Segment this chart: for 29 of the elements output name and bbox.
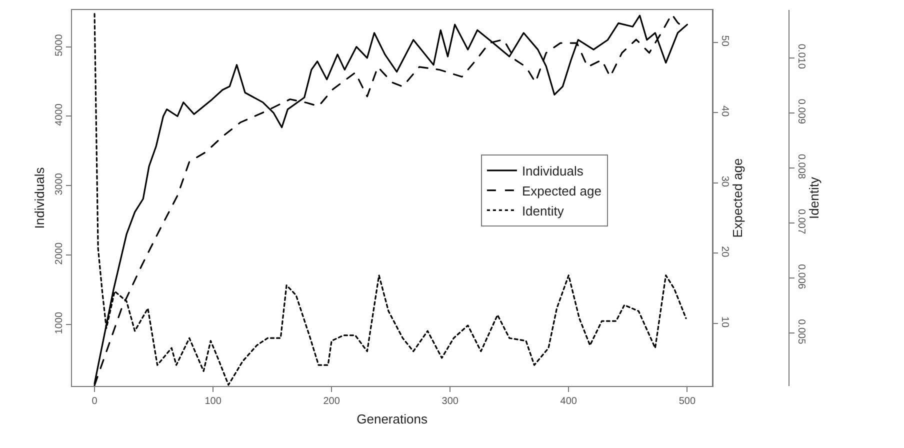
x-tick-label: 200	[323, 396, 340, 408]
x-axis-title: Generations	[356, 412, 428, 427]
y-tick-label: 5000	[54, 34, 65, 56]
y3-axis-title: Identity	[806, 176, 822, 219]
y3-tick-label: 0.010	[795, 44, 806, 70]
legend-label: Individuals	[522, 164, 584, 178]
legend-label: Expected age	[522, 183, 602, 198]
x-tick-label: 100	[204, 396, 222, 408]
y2-tick-label: 50	[719, 35, 730, 47]
y2-tick-label: 10	[719, 316, 730, 328]
y3-tick-label: 0.008	[795, 154, 806, 180]
x-tick-label: 500	[678, 396, 696, 408]
y2-tick-label: 30	[719, 176, 730, 188]
x-tick-label: 0	[92, 396, 98, 408]
y-tick-label: 3000	[54, 172, 65, 196]
y3-tick-label: 0.007	[795, 209, 806, 234]
y-tick-label: 4000	[54, 103, 65, 126]
y2-tick-label: 40	[719, 106, 730, 118]
y-tick-label: 2000	[54, 242, 65, 265]
y-axis-title: Individuals	[32, 166, 47, 229]
x-tick-label: 400	[560, 396, 578, 408]
y3-tick-label: 0.009	[795, 98, 806, 124]
legend-label: Identity	[522, 203, 564, 218]
y3-tick-label: 0.006	[795, 264, 806, 290]
y3-tick-label: 0.005	[795, 319, 806, 345]
y-tick-label: 1000	[54, 311, 65, 334]
y2-tick-label: 20	[719, 246, 730, 258]
x-tick-label: 300	[442, 396, 459, 408]
y2-axis-title: Expected age	[730, 158, 746, 238]
